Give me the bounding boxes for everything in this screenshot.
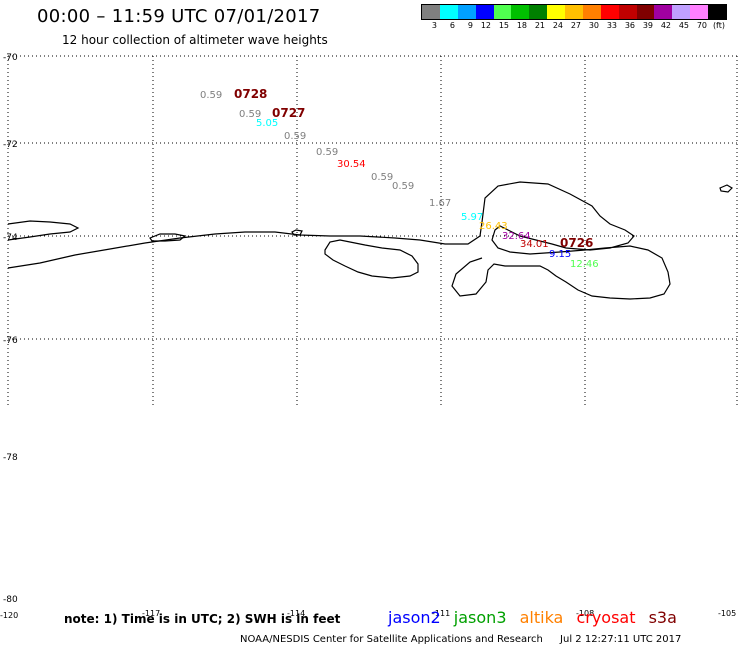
graticule (7, 55, 738, 405)
coastline (7, 181, 733, 300)
obs-label: 0.59 (284, 131, 306, 142)
legend-labels: 3 6 9 12 15 18 21 24 27 30 33 36 39 42 45 70 (ft) (421, 21, 727, 30)
obs-label: 0.59 (392, 181, 414, 192)
lon-label: -108 (576, 609, 594, 618)
lat-label: -70 (3, 53, 18, 63)
lat-label: -72 (3, 140, 18, 150)
legend-swatch (422, 5, 440, 19)
obs-label: 30.54 (337, 159, 366, 170)
legend-swatch (493, 5, 512, 19)
satellite-legend: jason2 jason3 altika cryosat s3a (388, 608, 685, 627)
legend-swatch (600, 5, 619, 19)
legend-swatch (439, 5, 458, 19)
legend-bin-label: 18 (516, 21, 527, 30)
obs-label: 34.01 (520, 239, 549, 250)
obs-label: 12.46 (570, 259, 599, 270)
obs-time-label: 0726 (560, 236, 593, 250)
lat-label: -80 (3, 595, 18, 605)
obs-label: 0.59 (371, 172, 393, 183)
legend-swatch (618, 5, 637, 19)
lon-labels: -120 -117 -114 -111 -108 -105 (0, 609, 736, 620)
obs-label: 0.59 (200, 90, 222, 101)
legend-swatch (672, 5, 691, 19)
legend-swatch (529, 5, 548, 19)
obs-label: 0.59 (316, 147, 338, 158)
credit-line: NOAA/NESDIS Center for Satellite Applica… (240, 634, 681, 645)
obs-label: 1.67 (429, 198, 451, 209)
legend-swatch (475, 5, 494, 19)
legend-swatch (690, 5, 708, 19)
obs-label: 5.97 (461, 212, 483, 223)
legend-swatch (511, 5, 530, 19)
legend-bin-label: 3 (431, 21, 437, 30)
lat-label: -78 (3, 453, 18, 463)
legend-bin-label: 30 (588, 21, 599, 30)
legend-swatch (654, 5, 673, 19)
satellite-name: jason3 (453, 608, 507, 627)
satellite-name: altika (519, 608, 564, 627)
lon-label: -117 (142, 609, 160, 618)
legend-swatch (582, 5, 601, 19)
lon-label: -111 (432, 609, 450, 618)
legend-bin-label: 15 (498, 21, 509, 30)
legend-bin-label: 21 (534, 21, 545, 30)
legend-swatch (565, 5, 583, 19)
legend-bin-label: 24 (552, 21, 563, 30)
legend-bin-label: 12 (480, 21, 491, 30)
legend-bin-label: 6 (449, 21, 455, 30)
credit-text: NOAA/NESDIS Center for Satellite Applica… (240, 634, 543, 645)
color-legend: 3 6 9 12 15 18 21 24 27 30 33 36 39 42 45 70 (ft) (421, 4, 727, 30)
obs-label: 0.59 (239, 109, 261, 120)
obs-label: 9.15 (549, 249, 571, 260)
legend-bin-label: 39 (642, 21, 653, 30)
lat-label: -74 (3, 233, 18, 243)
page-subtitle: 12 hour collection of altimeter wave hei… (62, 33, 328, 47)
satellite-name: s3a (648, 608, 677, 627)
legend-bin-label: 42 (660, 21, 671, 30)
legend-bin-label: 33 (606, 21, 617, 30)
observations: 0.59 0728 0.59 0727 5.05 0.59 0.59 30.54… (200, 87, 599, 270)
legend-swatch (636, 5, 655, 19)
footer-note: note: 1) Time is in UTC; 2) SWH is in fe… (64, 612, 341, 626)
legend-bin-label: 70 (696, 21, 707, 30)
timestamp: Jul 2 12:27:11 UTC 2017 (560, 634, 682, 645)
legend-bin-label: 9 (467, 21, 473, 30)
obs-time-label: 0727 (272, 106, 305, 120)
legend-bin-label: 27 (570, 21, 581, 30)
legend-swatch (708, 5, 726, 19)
obs-time-label: 0728 (234, 87, 267, 101)
legend-bin-label: 45 (678, 21, 689, 30)
legend-bin-label: 36 (624, 21, 635, 30)
obs-label: 26.43 (479, 221, 508, 232)
legend-swatch (547, 5, 565, 19)
legend-swatch (457, 5, 476, 19)
obs-label: 5.05 (256, 118, 278, 129)
lat-label: -76 (3, 336, 18, 346)
lon-label: -120 (0, 611, 18, 620)
page-title: 00:00 – 11:59 UTC 07/01/2017 (37, 6, 321, 27)
satellite-name: cryosat (576, 608, 636, 627)
lon-label: -114 (287, 609, 305, 618)
lon-label: -105 (718, 609, 736, 618)
satellite-name: jason2 (388, 608, 441, 627)
lat-labels: -70 -72 -74 -76 -78 -80 (3, 53, 18, 605)
legend-swatches (421, 4, 727, 20)
obs-label: 32.64 (502, 231, 531, 242)
legend-bin-label: (ft) (712, 21, 725, 30)
